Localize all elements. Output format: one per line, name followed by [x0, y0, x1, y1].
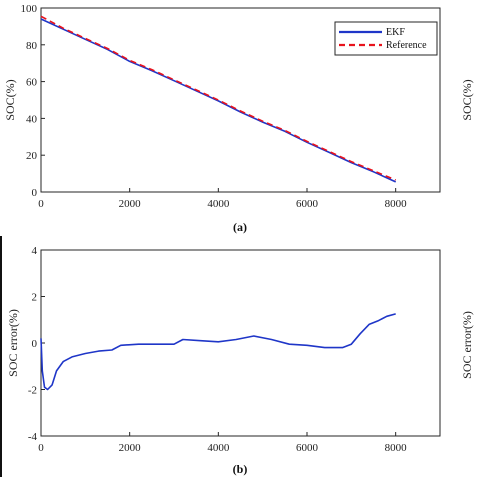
err-y-tick-label-1: -2: [28, 385, 37, 397]
soc-x-tick-label-2: 4000: [207, 198, 230, 210]
soc-x-tick-label-0: 0: [38, 198, 44, 210]
soc-ticks: 0 2000 4000 6000 8000 0 20 40 60 80 100: [21, 3, 408, 210]
legend-label-reference: Reference: [386, 40, 427, 51]
err-y-axis-label: SOC error(%): [6, 309, 20, 377]
err-y-tick-label-4: 4: [32, 245, 38, 257]
soc-series-line-reference: [40, 15, 397, 181]
err-y-tick-label-3: 2: [32, 292, 38, 304]
err-caption: (b): [233, 462, 248, 476]
cutoff-right-label-top: SOC(%): [460, 79, 474, 120]
soc-series-line-ekf: [40, 18, 397, 183]
err-x-tick-label-2: 4000: [207, 442, 230, 454]
soc-y-tick-label-1: 20: [26, 150, 38, 162]
soc-x-tick-label-4: 8000: [385, 198, 408, 210]
err-x-tick-label-3: 6000: [296, 442, 319, 454]
soc-caption: (a): [233, 220, 247, 234]
soc-y-tick-label-5: 100: [21, 3, 38, 15]
err-y-tick-label-0: -4: [28, 431, 38, 443]
cutoff-right-label-bottom: SOC error(%): [460, 311, 474, 379]
soc-plot-frame: [40, 7, 441, 193]
soc-chart: 0 2000 4000 6000 8000 0 20 40 60 80 100 SOC(%) (a)…: [3, 3, 441, 234]
soc-y-tick-label-0: 0: [32, 187, 38, 199]
soc-x-tick-label-3: 6000: [296, 198, 319, 210]
soc-x-tick-label-1: 2000: [119, 198, 142, 210]
soc-lines: [40, 15, 397, 183]
soc-legend: EKF Reference: [334, 21, 438, 56]
err-x-tick-label-4: 8000: [385, 442, 408, 454]
soc-y-tick-label-4: 80: [26, 40, 38, 52]
soc-y-tick-label-3: 60: [26, 77, 38, 89]
err-lines: [40, 313, 396, 391]
soc-legend-box: [334, 21, 438, 56]
err-x-tick-label-0: 0: [38, 442, 44, 454]
legend-label-ekf: EKF: [386, 27, 405, 38]
soc-y-axis-label: SOC(%): [3, 79, 17, 120]
err-plot-frame: [40, 249, 441, 437]
soc-y-tick-label-2: 40: [26, 113, 38, 125]
err-y-tick-label-2: 0: [32, 338, 38, 350]
err-x-tick-label-1: 2000: [119, 442, 142, 454]
left-border-strip: [0, 236, 2, 477]
err-series-line-0: [40, 313, 396, 391]
soc-error-chart: 0 2000 4000 6000 8000 -4 -2 0 2 4 SOC error(%) (b…: [6, 245, 441, 476]
err-ticks: 0 2000 4000 6000 8000 -4 -2 0 2 4: [28, 245, 407, 454]
